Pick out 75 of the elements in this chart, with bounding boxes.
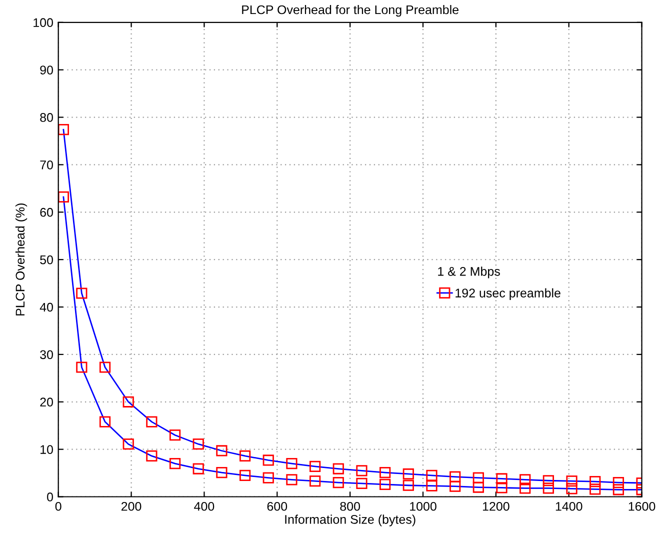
point (380, 478, 391, 490)
point (380, 467, 391, 478)
x-tick-label: 0 (55, 502, 62, 511)
point (450, 480, 461, 492)
point (286, 474, 298, 486)
x-tick-label: 600 (267, 502, 288, 511)
y-tick-label: 60 (40, 208, 53, 217)
point (310, 476, 321, 487)
point (472, 482, 484, 493)
point (262, 454, 274, 466)
point (76, 362, 88, 373)
point (612, 484, 624, 496)
point (146, 416, 158, 428)
point (402, 468, 414, 480)
y-tick-label: 80 (40, 113, 53, 122)
point (99, 416, 111, 428)
point (58, 124, 70, 136)
point (262, 472, 274, 484)
point (146, 450, 158, 462)
y-tick-label: 0 (47, 492, 53, 502)
point (169, 458, 181, 470)
point (520, 482, 531, 494)
x-tick-label: 400 (194, 502, 214, 511)
point (122, 438, 134, 450)
point (216, 467, 228, 478)
point (520, 474, 531, 486)
x-tick-label: 1000 (410, 502, 436, 511)
x-tick-label: 1200 (482, 502, 510, 511)
point (239, 470, 251, 481)
point (612, 476, 624, 488)
point (169, 430, 181, 441)
point (496, 473, 508, 484)
y-tick-label: 70 (40, 160, 53, 170)
point (590, 484, 601, 495)
point (192, 438, 204, 450)
point (450, 471, 461, 482)
y-tick-label: 20 (40, 398, 53, 407)
x-axis-title: Information Size (bytes) (285, 514, 416, 526)
point (426, 470, 438, 481)
point (332, 476, 344, 488)
point (590, 476, 601, 488)
x-tick-label: 1400 (556, 502, 582, 511)
point (239, 450, 251, 462)
point (58, 191, 70, 203)
x-tick-label: 1600 (628, 502, 656, 511)
point (332, 463, 344, 474)
point (216, 445, 228, 456)
point (402, 480, 414, 491)
y-tick-label: 30 (40, 350, 53, 360)
point (566, 483, 578, 494)
point (286, 458, 298, 470)
y-tick-label: 90 (40, 66, 53, 74)
y-tick-label: 40 (40, 302, 53, 312)
point (192, 463, 204, 474)
point (310, 460, 321, 472)
point (496, 482, 508, 494)
point (99, 362, 111, 373)
legend-label: 192 usec preamble (456, 288, 560, 300)
point (566, 476, 578, 487)
legend-title: 1 & 2 Mbps (438, 266, 500, 278)
point (76, 288, 88, 299)
point (542, 475, 554, 486)
point (356, 478, 368, 490)
chart-title: PLCP Overhead for the Long Preamble (242, 4, 458, 17)
x-tick-label: 200 (121, 502, 142, 511)
y-axis-title: PLCP Overhead (%) (15, 203, 28, 316)
point (542, 482, 554, 494)
y-tick-label: 50 (40, 255, 53, 264)
point (122, 396, 134, 408)
x-tick-label: 800 (340, 502, 360, 511)
point (472, 472, 484, 484)
y-tick-label: 10 (40, 445, 53, 454)
point (356, 465, 368, 476)
y-tick-label: 100 (34, 18, 53, 28)
point (426, 480, 438, 492)
